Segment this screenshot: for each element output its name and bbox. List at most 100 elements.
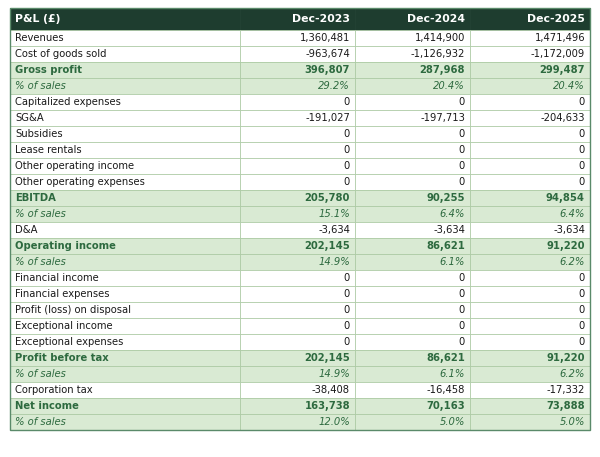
Bar: [470, 46, 590, 62]
Text: 0: 0: [579, 337, 585, 347]
Text: % of sales: % of sales: [15, 369, 66, 379]
Bar: [355, 318, 470, 334]
Bar: [240, 238, 355, 254]
Bar: [355, 78, 470, 94]
Bar: [10, 8, 240, 30]
Bar: [240, 366, 355, 382]
Text: 163,738: 163,738: [304, 401, 350, 411]
Text: 14.9%: 14.9%: [318, 369, 350, 379]
Text: -197,713: -197,713: [420, 113, 465, 123]
Text: % of sales: % of sales: [15, 417, 66, 427]
Text: Other operating expenses: Other operating expenses: [15, 177, 145, 187]
Bar: [470, 78, 590, 94]
Bar: [355, 142, 470, 158]
Text: P&L (£): P&L (£): [15, 14, 61, 24]
Bar: [240, 78, 355, 94]
Text: 70,163: 70,163: [427, 401, 465, 411]
Text: 205,780: 205,780: [305, 193, 350, 203]
Text: 94,854: 94,854: [546, 193, 585, 203]
Bar: [470, 366, 590, 382]
Text: Operating income: Operating income: [15, 241, 116, 251]
Text: 299,487: 299,487: [539, 65, 585, 75]
Text: 6.4%: 6.4%: [440, 209, 465, 219]
Bar: [470, 238, 590, 254]
Bar: [10, 366, 240, 382]
Bar: [470, 94, 590, 110]
Text: 0: 0: [344, 177, 350, 187]
Text: 0: 0: [344, 337, 350, 347]
Bar: [240, 126, 355, 142]
Bar: [240, 142, 355, 158]
Text: -3,634: -3,634: [433, 225, 465, 235]
Bar: [10, 382, 240, 398]
Bar: [470, 142, 590, 158]
Text: 0: 0: [344, 161, 350, 171]
Bar: [10, 398, 240, 414]
Bar: [240, 286, 355, 302]
Text: SG&A: SG&A: [15, 113, 44, 123]
Text: -3,634: -3,634: [553, 225, 585, 235]
Text: 0: 0: [579, 321, 585, 331]
Text: % of sales: % of sales: [15, 257, 66, 267]
Text: 91,220: 91,220: [547, 241, 585, 251]
Bar: [470, 126, 590, 142]
Bar: [240, 302, 355, 318]
Text: 287,968: 287,968: [419, 65, 465, 75]
Text: Profit before tax: Profit before tax: [15, 353, 109, 363]
Bar: [10, 158, 240, 174]
Text: -16,458: -16,458: [427, 385, 465, 395]
Bar: [10, 238, 240, 254]
Bar: [10, 30, 240, 46]
Text: 0: 0: [459, 145, 465, 155]
Text: Other operating income: Other operating income: [15, 161, 134, 171]
Text: -963,674: -963,674: [305, 49, 350, 59]
Bar: [10, 94, 240, 110]
Text: 6.2%: 6.2%: [560, 257, 585, 267]
Text: % of sales: % of sales: [15, 209, 66, 219]
Bar: [10, 414, 240, 430]
Text: Cost of goods sold: Cost of goods sold: [15, 49, 107, 59]
Bar: [355, 222, 470, 238]
Text: 0: 0: [344, 129, 350, 139]
Bar: [240, 270, 355, 286]
Bar: [10, 62, 240, 78]
Text: 0: 0: [344, 273, 350, 283]
Text: Dec-2024: Dec-2024: [407, 14, 465, 24]
Text: 0: 0: [459, 177, 465, 187]
Bar: [470, 8, 590, 30]
Text: Gross profit: Gross profit: [15, 65, 82, 75]
Text: 0: 0: [459, 273, 465, 283]
Text: % of sales: % of sales: [15, 81, 66, 91]
Bar: [355, 158, 470, 174]
Text: 20.4%: 20.4%: [553, 81, 585, 91]
Bar: [240, 318, 355, 334]
Text: Profit (loss) on disposal: Profit (loss) on disposal: [15, 305, 131, 315]
Bar: [240, 158, 355, 174]
Text: 5.0%: 5.0%: [560, 417, 585, 427]
Bar: [355, 398, 470, 414]
Bar: [355, 238, 470, 254]
Bar: [470, 382, 590, 398]
Bar: [355, 126, 470, 142]
Bar: [10, 142, 240, 158]
Bar: [470, 398, 590, 414]
Bar: [470, 414, 590, 430]
Bar: [355, 254, 470, 270]
Text: EBITDA: EBITDA: [15, 193, 56, 203]
Bar: [240, 174, 355, 190]
Text: Dec-2023: Dec-2023: [292, 14, 350, 24]
Bar: [240, 398, 355, 414]
Bar: [10, 190, 240, 206]
Bar: [240, 414, 355, 430]
Text: 0: 0: [459, 161, 465, 171]
Bar: [355, 334, 470, 350]
Text: -38,408: -38,408: [312, 385, 350, 395]
Bar: [355, 206, 470, 222]
Text: -1,172,009: -1,172,009: [531, 49, 585, 59]
Text: -204,633: -204,633: [541, 113, 585, 123]
Bar: [240, 94, 355, 110]
Text: Subsidies: Subsidies: [15, 129, 62, 139]
Bar: [240, 62, 355, 78]
Text: Corporation tax: Corporation tax: [15, 385, 92, 395]
Text: Financial expenses: Financial expenses: [15, 289, 110, 299]
